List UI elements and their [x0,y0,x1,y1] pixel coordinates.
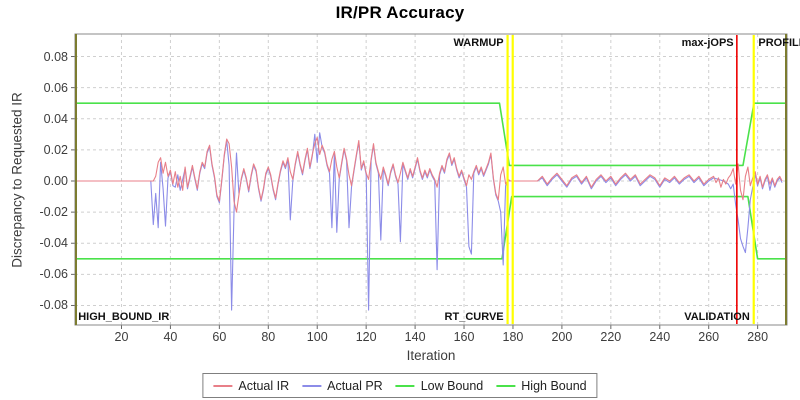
y-tick-label: 0.00 [43,174,68,188]
phase-label-validation: VALIDATION [684,311,750,323]
x-tick-label: 200 [551,330,573,344]
y-tick-label: -0.06 [39,267,69,282]
legend-swatch [496,384,516,387]
legend-item-actual-pr: Actual PR [302,379,383,393]
x-tick-label: 100 [306,330,328,344]
legend-label: High Bound [521,378,587,393]
chart-title: IR/PR Accuracy [335,3,465,22]
phase-label-rt-curve: RT_CURVE [444,311,504,323]
series-high-bound [75,102,786,167]
x-tick-label: 160 [453,330,475,344]
x-tick-label: 280 [747,330,769,344]
phase-label-high-bound-ir: HIGH_BOUND_IR [78,311,170,323]
legend-label: Actual IR [238,378,290,393]
x-tick-label: 260 [698,330,720,344]
phase-label-max-jops: max-jOPS [681,37,734,49]
y-tick-label: -0.02 [39,205,69,220]
legend-label: Low Bound [420,378,484,393]
x-tick-label: 220 [600,330,622,344]
legend-item-low-bound: Low Bound [395,378,484,393]
x-tick-label: 80 [261,330,276,344]
legend-swatch [302,384,322,387]
y-tick-label: 0.08 [43,49,68,64]
x-tick-label: 140 [404,330,426,344]
legend-item-actual-ir: Actual IR [213,379,289,393]
legend-item-high-bound: High Bound [496,378,587,393]
legend: Actual IR Actual PR Low Bound High Bound [202,373,598,398]
series-low-bound [75,195,786,260]
x-tick-label: 240 [649,330,671,344]
legend-swatch [395,384,415,387]
y-tick-label: 0.06 [43,80,68,95]
x-tick-label: 120 [355,330,377,344]
series-actual-ir [75,136,783,213]
x-tick-label: 180 [502,330,524,344]
phase-label-profile: PROFILE [758,37,800,49]
x-tick-label: 40 [163,330,178,344]
y-tick-label: 0.02 [43,142,68,157]
x-axis-title: Iteration [406,348,456,363]
legend-label: Actual PR [327,378,383,393]
y-axis-title: Discrepancy to Requested IR [9,92,25,268]
y-tick-label: -0.04 [39,236,69,251]
y-tick-label: -0.08 [39,298,69,313]
phase-label-warmup: WARMUP [453,37,504,49]
y-tick-label: 0.04 [43,111,68,126]
legend-swatch [213,384,233,387]
x-tick-label: 20 [114,330,129,344]
plot-background [75,34,787,325]
x-tick-label: 60 [212,330,227,344]
